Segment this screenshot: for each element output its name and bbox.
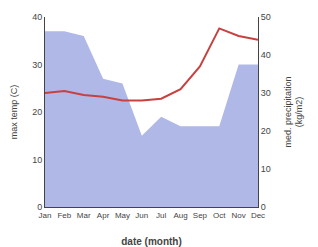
svg-text:Jul: Jul xyxy=(156,211,166,220)
svg-text:Jun: Jun xyxy=(135,211,148,220)
svg-text:Sep: Sep xyxy=(193,211,208,220)
svg-text:0: 0 xyxy=(37,202,42,212)
svg-text:Dec: Dec xyxy=(251,211,265,220)
svg-text:0: 0 xyxy=(261,202,266,212)
svg-text:10: 10 xyxy=(261,164,271,174)
svg-text:max temp (C): max temp (C) xyxy=(9,85,19,140)
svg-text:30: 30 xyxy=(32,60,42,70)
svg-text:50: 50 xyxy=(261,12,271,22)
svg-text:40: 40 xyxy=(261,50,271,60)
svg-text:40: 40 xyxy=(32,12,42,22)
svg-text:30: 30 xyxy=(261,88,271,98)
svg-text:Feb: Feb xyxy=(57,211,71,220)
svg-text:Oct: Oct xyxy=(213,211,226,220)
svg-text:20: 20 xyxy=(32,107,42,117)
svg-text:May: May xyxy=(115,211,130,220)
svg-text:20: 20 xyxy=(261,126,271,136)
svg-text:Aug: Aug xyxy=(173,211,187,220)
svg-text:med. precipitation(kg/m2): med. precipitation(kg/m2) xyxy=(283,76,305,147)
svg-text:date (month): date (month) xyxy=(121,236,182,247)
svg-text:Apr: Apr xyxy=(97,211,110,220)
svg-text:Nov: Nov xyxy=(232,211,246,220)
svg-text:Mar: Mar xyxy=(77,211,91,220)
svg-text:Jan: Jan xyxy=(39,211,52,220)
svg-text:10: 10 xyxy=(32,155,42,165)
